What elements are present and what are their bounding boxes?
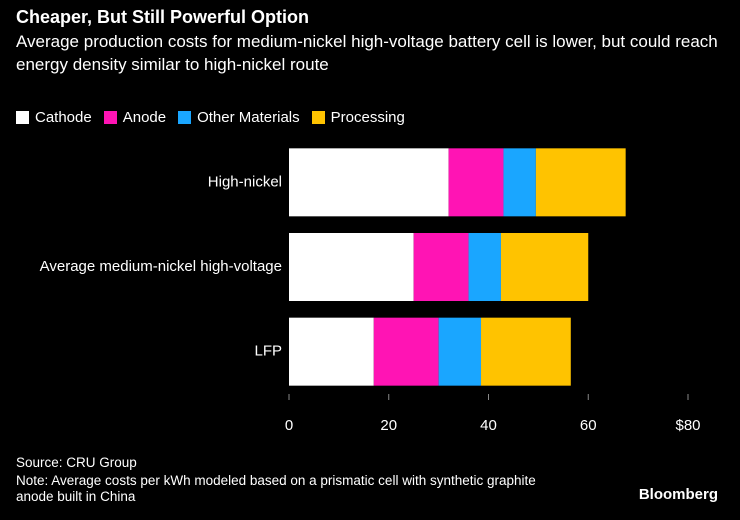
legend-label: Cathode xyxy=(35,109,92,126)
bar-segment xyxy=(373,317,439,386)
x-tick-label: 20 xyxy=(380,417,397,434)
legend-label: Processing xyxy=(330,109,405,126)
bar-segment xyxy=(535,148,626,217)
legend-swatch xyxy=(103,111,117,124)
bar-segment xyxy=(481,317,571,386)
brand: Bloomberg xyxy=(638,486,718,503)
bar-segment xyxy=(289,148,449,217)
bar-segment xyxy=(413,233,469,301)
chart-subtitle: Average production costs for medium-nick… xyxy=(16,32,718,74)
legend-item: Anode xyxy=(103,109,167,126)
legend-swatch xyxy=(16,111,29,124)
bar-segment xyxy=(468,233,501,301)
x-tick-label: 0 xyxy=(285,417,293,434)
bar-segment xyxy=(289,317,374,386)
bar-segment xyxy=(289,233,414,301)
chart-title: Cheaper, But Still Powerful Option xyxy=(16,7,310,27)
legend-item: Other Materials xyxy=(178,109,300,126)
y-tick-label: Average medium-nickel high-voltage xyxy=(40,258,282,275)
bar-segment xyxy=(438,317,482,386)
legend-label: Anode xyxy=(122,109,167,126)
y-tick-label: High-nickel xyxy=(208,173,282,190)
source: Source: CRU Group xyxy=(16,455,137,470)
bar-segment xyxy=(500,233,589,301)
bar-segment xyxy=(503,148,536,217)
legend-item: Processing xyxy=(311,109,405,126)
x-tick-label: 60 xyxy=(580,417,597,434)
legend-swatch xyxy=(311,111,325,124)
note: Note: Average costs per kWh modeled base… xyxy=(16,473,536,504)
bar-segment xyxy=(448,148,504,217)
legend-item: Cathode xyxy=(16,109,92,126)
x-tick-label: $80 xyxy=(675,417,700,434)
y-tick-label: LFP xyxy=(254,343,282,360)
x-tick-label: 40 xyxy=(480,417,497,434)
legend: Cathode Anode Other Materials Processing xyxy=(16,109,417,126)
legend-label: Other Materials xyxy=(197,109,300,126)
legend-swatch xyxy=(178,111,192,124)
